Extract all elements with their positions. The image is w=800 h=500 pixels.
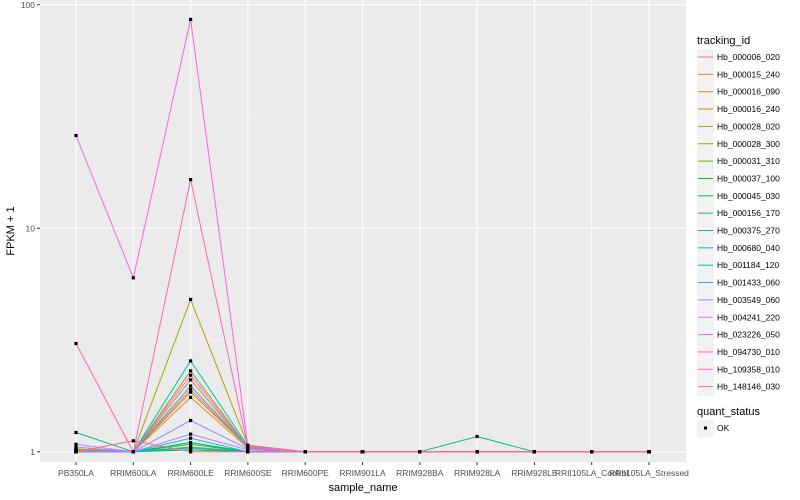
x-tick-label: RRIM901LA	[339, 468, 386, 478]
data-point	[74, 450, 78, 454]
data-point	[189, 418, 193, 423]
x-tick-label: RRIM928LA	[454, 468, 501, 478]
legend-label: Hb_000028_020	[717, 121, 780, 131]
legend2-key-point	[704, 426, 707, 430]
data-point	[74, 133, 78, 138]
data-point	[189, 450, 193, 454]
legend-label: Hb_109358_010	[717, 364, 780, 374]
data-point	[189, 297, 193, 302]
data-point	[303, 450, 307, 454]
data-point	[131, 450, 135, 454]
data-point	[189, 446, 193, 450]
axis-layer: 1 10 100 PB350LA RRIM600LA RRIM600LE RRIM600SE…	[21, 0, 689, 478]
legend-label: Hb_000015_240	[717, 69, 780, 79]
legend-label: Hb_023226_050	[717, 330, 780, 340]
legend-label: Hb_004241_220	[717, 312, 780, 322]
legend-label: Hb_000680_040	[717, 243, 780, 253]
legend-label: Hb_000031_310	[717, 156, 780, 166]
y-tick-label: 100	[21, 0, 35, 10]
data-point	[246, 450, 250, 454]
legend-label: Hb_000045_030	[717, 191, 780, 201]
data-point	[189, 448, 193, 452]
data-point	[532, 450, 536, 454]
data-point	[189, 442, 193, 446]
data-point	[131, 276, 135, 280]
y-tick-label: 10	[26, 223, 36, 233]
x-tick-label: RRII105LA_Stressed	[609, 468, 689, 478]
legend-label: Hb_000006_020	[717, 52, 780, 62]
data-point	[475, 434, 479, 439]
data-point	[189, 440, 193, 445]
data-point	[189, 390, 193, 394]
data-point	[189, 395, 193, 399]
y-tick-label: 1	[30, 447, 35, 457]
data-point	[189, 369, 193, 373]
points-layer	[74, 17, 651, 454]
data-point	[189, 17, 193, 21]
legend-label: Hb_003549_060	[717, 295, 780, 305]
legend-label: Hb_000028_300	[717, 139, 780, 149]
legend-label: Hb_001184_120	[717, 260, 780, 270]
data-point	[189, 384, 193, 388]
x-tick-label: RRII105LA_Control	[555, 468, 629, 478]
data-point	[246, 445, 250, 449]
legend-label: Hb_000037_100	[717, 173, 780, 183]
data-point	[189, 432, 193, 436]
y-axis-title: FPKM + 1	[5, 206, 17, 255]
data-point	[418, 450, 422, 454]
legend-label: Hb_000156_170	[717, 208, 780, 218]
x-tick-label: RRIM600SE	[224, 468, 272, 478]
x-tick-label: RRIM600LA	[110, 468, 157, 478]
data-point	[475, 450, 479, 454]
x-tick-label: RRIM600LE	[167, 468, 214, 478]
legend-label: Hb_000016_090	[717, 87, 780, 97]
legend-label: Hb_001433_060	[717, 278, 780, 288]
x-tick-label: RRIM928BA	[396, 468, 444, 478]
legend-label: Hb_000375_270	[717, 226, 780, 236]
data-point	[189, 387, 193, 392]
x-axis-title: sample_name	[328, 482, 397, 494]
legend2-title: quant_status	[697, 406, 760, 418]
x-tick-label: PB350LA	[58, 468, 94, 478]
legend-title: tracking_id	[697, 35, 750, 47]
x-tick-label: RRIM600PE	[282, 468, 330, 478]
data-point	[74, 341, 78, 346]
x-tick-label: RRIM928LE	[511, 468, 558, 478]
legend-label: Hb_000016_240	[717, 104, 780, 114]
data-point	[189, 359, 193, 363]
data-point	[189, 436, 193, 440]
data-point	[189, 373, 193, 377]
legend-label: Hb_148146_030	[717, 382, 780, 392]
legend2-label: OK	[717, 423, 730, 433]
data-point	[189, 378, 193, 382]
data-point	[189, 178, 193, 182]
data-point	[647, 450, 651, 454]
legend: tracking_id Hb_000006_020 Hb_000015_240 Hb…	[697, 35, 780, 396]
data-point	[360, 450, 365, 454]
data-point	[246, 448, 250, 452]
legend-quant-status: quant_status OK	[697, 406, 760, 437]
data-point	[590, 450, 594, 454]
data-point	[74, 430, 78, 435]
data-point	[131, 439, 135, 443]
data-point	[74, 442, 78, 446]
legend-label: Hb_094730_010	[717, 347, 780, 357]
data-point	[74, 445, 78, 449]
